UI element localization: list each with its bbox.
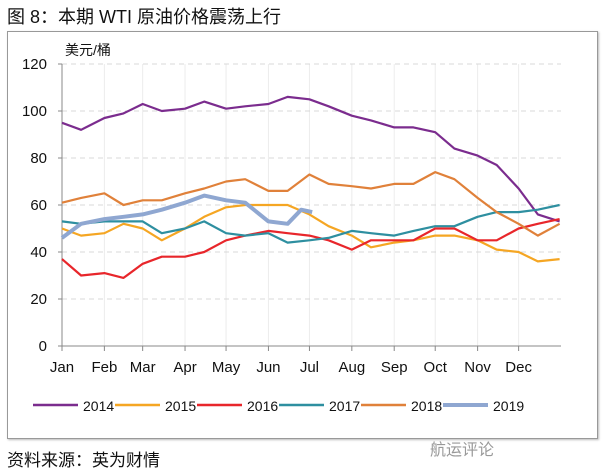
x-tick-label: May: [212, 359, 241, 376]
x-tick-label: Oct: [424, 359, 448, 376]
legend-label-2017: 2017: [329, 398, 360, 414]
source-note: 资料来源：英为财情: [7, 451, 160, 470]
chart-title: 图 8：本期 WTI 原油价格震荡上行: [7, 7, 281, 27]
y-tick-label: 20: [30, 291, 47, 308]
legend-label-2015: 2015: [165, 398, 196, 414]
y-tick-label: 120: [22, 56, 47, 73]
legend-label-2014: 2014: [83, 398, 114, 414]
x-tick-label: Dec: [505, 359, 532, 376]
legend-label-2018: 2018: [411, 398, 442, 414]
chart-frame: [7, 31, 598, 439]
x-tick-label: Feb: [91, 359, 117, 376]
x-tick-label: Nov: [464, 359, 491, 376]
legend-label-2016: 2016: [247, 398, 278, 414]
x-tick-label: Aug: [338, 359, 365, 376]
series-line-2016: [61, 218, 560, 279]
y-tick-label: 80: [30, 150, 47, 167]
x-tick-label: Sep: [381, 359, 408, 376]
y-tick-label: 100: [22, 103, 47, 120]
y-axis-label: 美元/桶: [65, 42, 111, 58]
x-tick-label: Mar: [130, 359, 156, 376]
y-tick-label: 0: [39, 338, 47, 355]
x-tick-label: Apr: [173, 359, 196, 376]
series-line-2014: [61, 95, 560, 223]
series-line-2017: [61, 203, 560, 244]
x-tick-label: Jun: [256, 359, 280, 376]
x-tick-label: Jul: [300, 359, 319, 376]
legend-label-2019: 2019: [493, 398, 524, 414]
x-tick-label: Jan: [50, 359, 74, 376]
series-line-2018: [61, 171, 561, 237]
y-tick-label: 60: [30, 197, 47, 214]
watermark: 航运评论: [430, 442, 495, 459]
series-line-2019: [60, 193, 313, 240]
y-tick-label: 40: [30, 244, 47, 261]
